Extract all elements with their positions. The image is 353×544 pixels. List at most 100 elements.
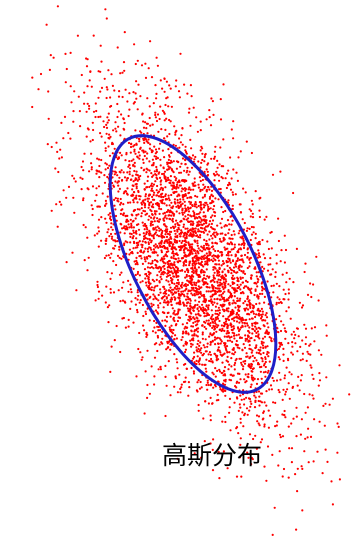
data-point: [279, 329, 283, 333]
data-point: [247, 373, 250, 376]
data-point: [37, 88, 40, 91]
data-point: [193, 215, 196, 218]
data-point: [85, 110, 88, 113]
data-point: [209, 343, 212, 346]
data-point: [132, 199, 135, 202]
data-point: [201, 331, 204, 334]
data-point: [113, 247, 116, 250]
data-point: [223, 379, 226, 382]
data-point: [204, 367, 207, 370]
data-point: [161, 202, 164, 205]
data-point: [256, 280, 259, 284]
data-point: [251, 304, 254, 307]
data-point: [114, 121, 117, 124]
data-point: [141, 303, 144, 307]
data-point: [185, 209, 188, 212]
data-point: [318, 379, 322, 382]
data-point: [159, 329, 162, 332]
data-point: [277, 301, 281, 304]
data-point: [211, 279, 214, 282]
data-point: [239, 394, 242, 397]
data-point: [281, 435, 285, 438]
data-point: [229, 215, 232, 218]
data-point: [246, 280, 249, 284]
data-point: [117, 200, 120, 203]
data-point: [177, 205, 181, 208]
data-point: [295, 327, 299, 330]
data-point: [241, 411, 244, 414]
data-point: [75, 289, 78, 292]
data-point: [177, 310, 180, 313]
data-point: [181, 213, 184, 216]
data-point: [94, 102, 97, 105]
data-point: [191, 266, 194, 270]
data-point: [154, 84, 157, 87]
data-point: [163, 77, 166, 80]
data-point: [168, 233, 171, 236]
data-point: [104, 199, 107, 202]
data-point: [118, 248, 121, 251]
data-point: [304, 342, 307, 346]
data-point: [261, 344, 265, 347]
data-point: [149, 124, 152, 127]
data-point: [250, 351, 253, 354]
data-point: [205, 285, 208, 288]
data-point: [153, 155, 156, 158]
data-point: [152, 161, 155, 165]
data-point: [59, 148, 62, 151]
data-point: [146, 257, 149, 260]
data-point: [129, 145, 133, 149]
data-point: [140, 215, 143, 218]
data-point: [260, 365, 263, 368]
data-point: [144, 260, 147, 263]
data-point: [187, 318, 190, 321]
data-point: [246, 324, 249, 327]
data-point: [143, 268, 147, 271]
data-point: [169, 270, 173, 273]
data-point: [162, 223, 166, 226]
data-point: [138, 208, 141, 211]
data-point: [287, 382, 290, 385]
data-point: [219, 187, 222, 191]
data-point: [237, 409, 240, 412]
data-point: [147, 280, 150, 284]
data-point: [138, 301, 141, 304]
data-point: [274, 401, 277, 404]
data-point: [166, 300, 169, 303]
data-point: [119, 203, 122, 206]
data-point: [124, 326, 127, 329]
data-point: [178, 201, 181, 204]
data-point: [187, 271, 190, 274]
data-point: [155, 92, 158, 95]
data-point: [97, 290, 101, 293]
data-point: [250, 292, 253, 295]
data-point: [119, 151, 122, 154]
data-point: [220, 240, 223, 243]
data-point: [134, 263, 137, 266]
data-point: [239, 406, 242, 409]
data-point: [230, 452, 233, 455]
data-point: [214, 263, 217, 266]
data-point: [248, 301, 251, 304]
data-point: [86, 85, 89, 88]
data-point: [138, 233, 141, 236]
data-point: [146, 333, 149, 336]
data-point: [184, 159, 187, 162]
data-point: [238, 403, 241, 406]
data-point: [153, 228, 156, 231]
data-point: [186, 166, 189, 169]
data-point: [169, 226, 173, 229]
data-point: [74, 180, 77, 183]
data-point: [209, 384, 212, 387]
data-point: [164, 364, 167, 367]
data-point: [100, 239, 103, 242]
data-point: [211, 237, 214, 240]
data-point: [111, 228, 114, 231]
data-point: [195, 116, 198, 119]
data-point: [90, 85, 93, 88]
data-point: [220, 295, 223, 298]
data-point: [196, 221, 199, 224]
data-point: [246, 266, 249, 270]
data-point: [132, 184, 135, 187]
data-point: [249, 289, 252, 292]
